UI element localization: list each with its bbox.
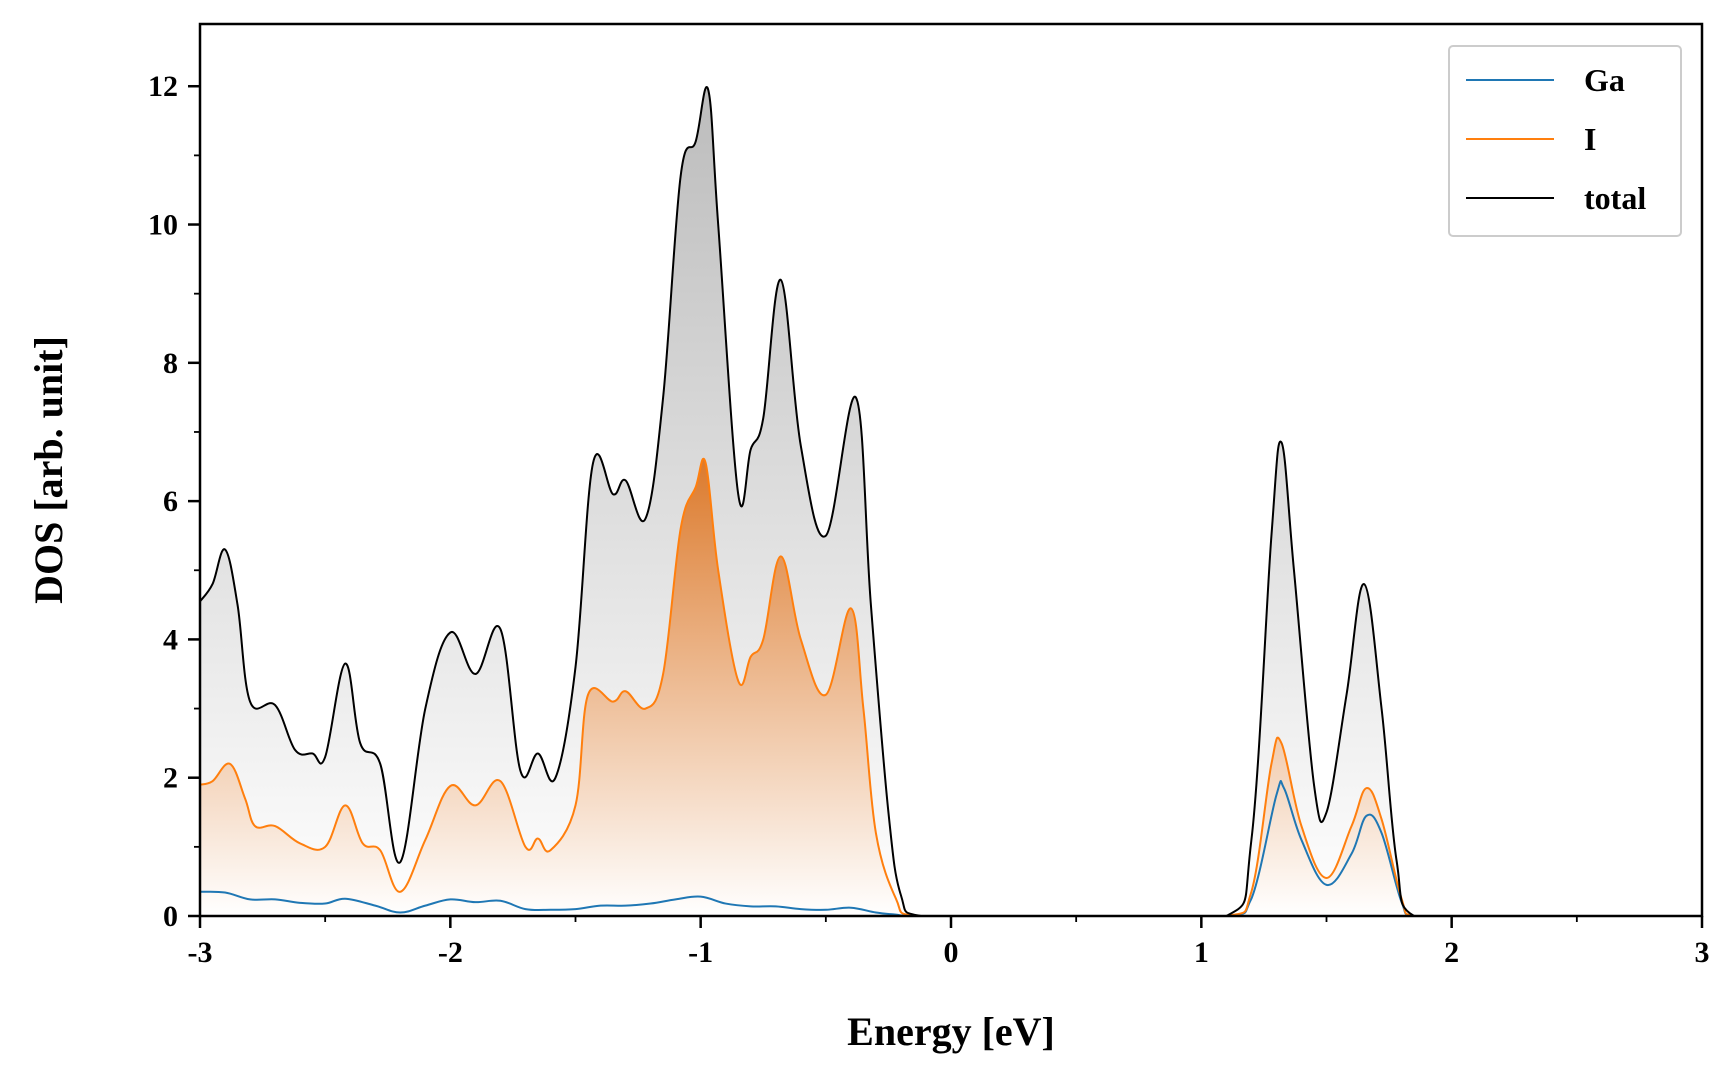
series-fill-total — [200, 87, 1702, 916]
x-axis-ticks: -3 -2 -1 0 1 2 3 — [188, 916, 1710, 969]
y-tick-label: 6 — [163, 485, 178, 518]
x-tick-label: -1 — [688, 936, 713, 969]
series-fills — [200, 87, 1702, 916]
y-tick-label: 0 — [163, 900, 178, 933]
y-tick-label: 12 — [148, 70, 178, 103]
legend-label-ga: Ga — [1584, 62, 1625, 98]
y-axis-ticks: 0 2 4 6 8 10 12 — [148, 70, 200, 933]
x-axis-label: Energy [eV] — [847, 1009, 1055, 1054]
series-line-total — [200, 86, 1702, 916]
series-line-i — [200, 457, 1702, 916]
y-tick-label: 8 — [163, 347, 178, 380]
x-tick-label: 0 — [944, 936, 959, 969]
x-tick-label: -2 — [438, 936, 463, 969]
y-tick-label: 10 — [148, 209, 178, 242]
x-tick-label: 1 — [1194, 936, 1209, 969]
series-fill-i — [200, 458, 1702, 916]
x-tick-label: 2 — [1444, 936, 1459, 969]
legend-label-total: total — [1584, 180, 1646, 216]
y-tick-label: 2 — [163, 762, 178, 795]
x-tick-label: 3 — [1695, 936, 1710, 969]
legend-box — [1448, 45, 1682, 237]
series-line-ga — [200, 780, 1702, 916]
series-lines — [200, 86, 1702, 916]
legend-label-i: I — [1584, 121, 1596, 157]
y-axis-label: DOS [arb. unit] — [26, 336, 71, 604]
y-tick-label: 4 — [163, 623, 178, 656]
x-tick-label: -3 — [188, 936, 213, 969]
